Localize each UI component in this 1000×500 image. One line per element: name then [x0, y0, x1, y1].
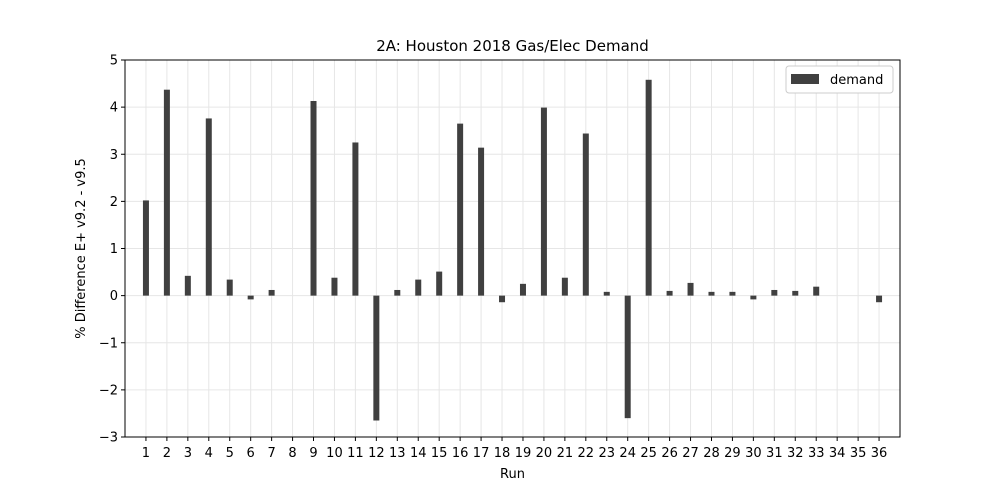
x-tick-label: 16	[452, 446, 469, 461]
legend: demand	[785, 65, 894, 94]
bar-run-30	[750, 295, 757, 300]
x-tick-label: 13	[389, 446, 406, 461]
x-tick-label: 11	[347, 446, 364, 461]
bar-run-27	[687, 282, 694, 296]
x-tick-label: 5	[226, 446, 234, 461]
x-tick-label: 21	[557, 446, 574, 461]
legend-swatch	[791, 74, 819, 84]
x-tick-label: 19	[515, 446, 532, 461]
bar-run-11	[352, 142, 359, 296]
bar-run-7	[268, 289, 275, 296]
x-tick-label: 29	[724, 446, 741, 461]
y-tick-label: 4	[110, 101, 118, 116]
x-tick-label: 36	[871, 446, 888, 461]
x-tick-label: 7	[267, 446, 275, 461]
bar-run-26	[666, 290, 673, 296]
x-tick-label: 6	[247, 446, 255, 461]
x-tick-label: 12	[368, 446, 385, 461]
y-tick-label: −1	[99, 336, 118, 351]
bar-run-3	[184, 275, 191, 296]
bar-run-32	[792, 290, 799, 296]
bar-run-20	[540, 107, 547, 296]
x-tick-label: 8	[288, 446, 296, 461]
x-tick-label: 31	[766, 446, 783, 461]
x-tick-label: 2	[163, 446, 171, 461]
y-tick-label: 2	[110, 195, 118, 210]
x-tick-label: 9	[309, 446, 317, 461]
bar-run-5	[226, 279, 233, 296]
bar-run-25	[645, 79, 652, 296]
x-tick-label: 26	[661, 446, 678, 461]
grid	[125, 59, 900, 438]
bar-run-33	[813, 286, 820, 296]
bars	[142, 79, 883, 421]
x-tick-label: 30	[745, 446, 762, 461]
x-tick-label: 24	[619, 446, 636, 461]
y-axis-label: % Difference E+ v9.2 - v9.5	[74, 158, 89, 339]
bar-run-28	[708, 291, 715, 296]
x-tick-label: 34	[829, 446, 846, 461]
legend-label: demand	[830, 73, 883, 88]
bar-run-24	[624, 295, 631, 419]
bar-run-16	[457, 123, 464, 296]
bar-run-14	[415, 279, 422, 296]
bar-run-6	[247, 295, 254, 300]
x-tick-label: 18	[494, 446, 511, 461]
x-tick-label: 3	[184, 446, 192, 461]
y-tick-label: 1	[110, 242, 118, 257]
bar-run-1	[142, 200, 149, 296]
bar-run-13	[394, 289, 401, 296]
y-tick-label: 5	[110, 54, 118, 69]
bar-run-29	[729, 291, 736, 296]
x-tick-label: 28	[703, 446, 720, 461]
bar-run-2	[163, 89, 170, 296]
x-axis-label: Run	[500, 467, 525, 482]
x-tick-label: 25	[640, 446, 657, 461]
x-tick-label: 17	[473, 446, 490, 461]
bar-run-18	[499, 295, 506, 303]
bar-run-17	[478, 147, 485, 296]
y-tick-label: −2	[99, 383, 118, 398]
x-tick-label: 1	[142, 446, 150, 461]
x-tick-label: 4	[205, 446, 213, 461]
bar-run-10	[331, 277, 338, 296]
x-tick-label: 23	[598, 446, 615, 461]
bar-run-23	[603, 291, 610, 296]
y-tick-label: 3	[110, 148, 118, 163]
bar-run-4	[205, 118, 212, 296]
x-tick-label: 15	[431, 446, 448, 461]
x-tick-label: 35	[850, 446, 867, 461]
x-tick-label: 14	[410, 446, 427, 461]
bar-run-19	[519, 283, 526, 296]
x-tick-label: 33	[808, 446, 825, 461]
bar-run-31	[771, 289, 778, 296]
bar-run-36	[876, 295, 883, 303]
bar-run-22	[582, 133, 589, 296]
x-tick-label: 20	[536, 446, 553, 461]
legend-box	[785, 65, 894, 94]
y-tick-label: 0	[110, 289, 118, 304]
bar-run-9	[310, 100, 317, 296]
bar-run-21	[561, 277, 568, 296]
bar-run-15	[436, 271, 443, 296]
x-tick-label: 27	[682, 446, 699, 461]
x-tick-label: 22	[578, 446, 595, 461]
y-tick-label: −3	[99, 431, 118, 446]
x-tick-label: 10	[326, 446, 343, 461]
bar-run-12	[373, 295, 380, 421]
chart-title: 2A: Houston 2018 Gas/Elec Demand	[376, 37, 649, 55]
x-tick-label: 32	[787, 446, 804, 461]
